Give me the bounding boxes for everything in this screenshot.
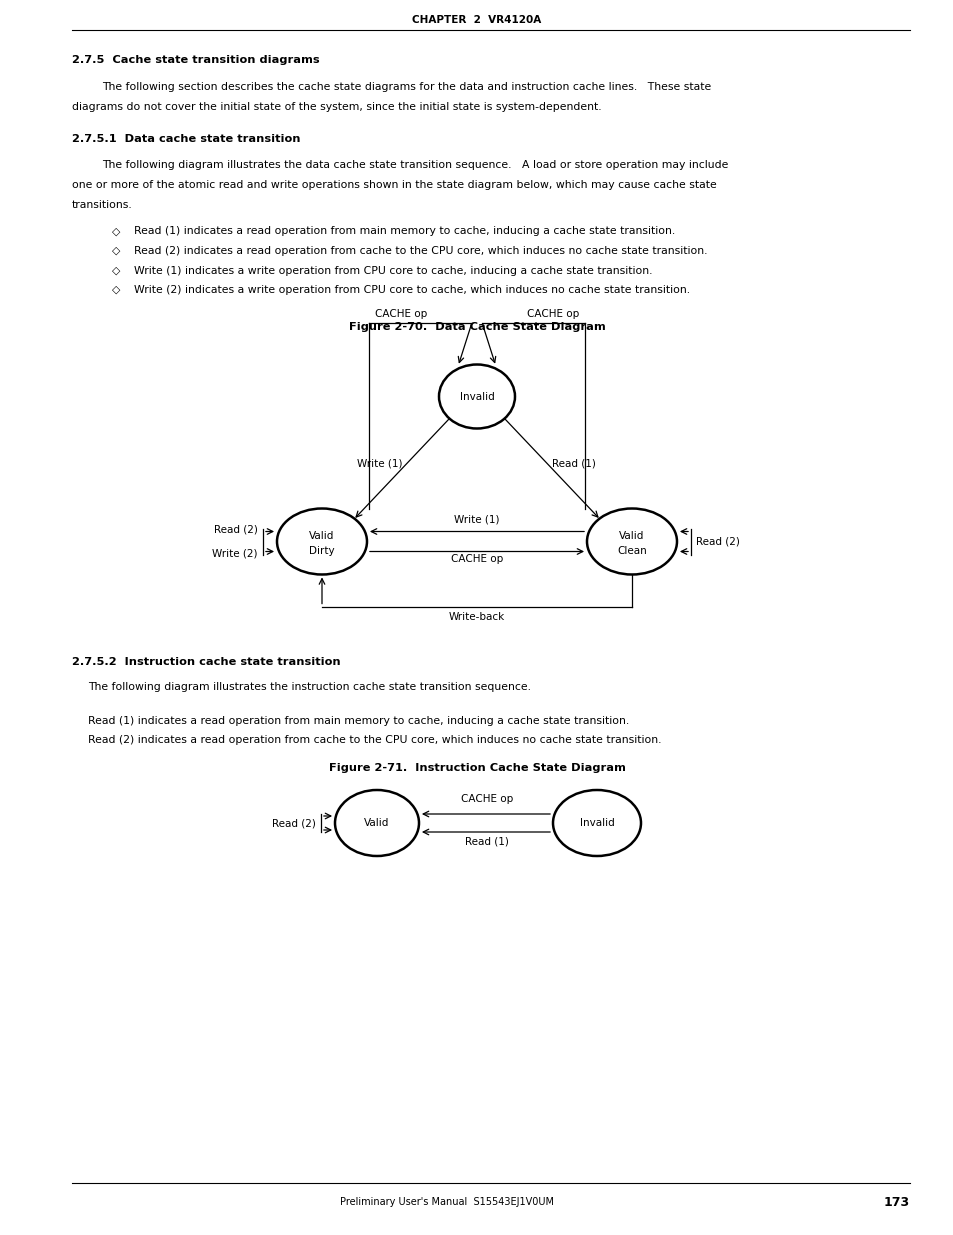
Ellipse shape xyxy=(553,790,640,856)
Text: Write (1) indicates a write operation from CPU core to cache, inducing a cache s: Write (1) indicates a write operation fr… xyxy=(133,266,652,275)
Ellipse shape xyxy=(276,509,367,574)
Text: 173: 173 xyxy=(882,1195,909,1209)
Text: diagrams do not cover the initial state of the system, since the initial state i: diagrams do not cover the initial state … xyxy=(71,101,601,111)
Text: Write-back: Write-back xyxy=(449,611,504,621)
Text: 2.7.5  Cache state transition diagrams: 2.7.5 Cache state transition diagrams xyxy=(71,56,319,65)
Text: Figure 2-70.  Data Cache State Diagram: Figure 2-70. Data Cache State Diagram xyxy=(348,321,605,331)
Text: Write (1): Write (1) xyxy=(454,515,499,525)
Text: Invalid: Invalid xyxy=(459,391,494,401)
Text: Read (1): Read (1) xyxy=(464,836,508,846)
Text: 2.7.5.1  Data cache state transition: 2.7.5.1 Data cache state transition xyxy=(71,135,300,144)
Text: Valid: Valid xyxy=(364,818,389,827)
Text: Read (2): Read (2) xyxy=(272,818,315,827)
Text: CACHE op: CACHE op xyxy=(451,555,502,564)
Text: Read (2): Read (2) xyxy=(696,536,740,547)
Text: ◇: ◇ xyxy=(112,226,120,236)
Ellipse shape xyxy=(586,509,677,574)
Text: transitions.: transitions. xyxy=(71,200,132,210)
Text: Read (2) indicates a read operation from cache to the CPU core, which induces no: Read (2) indicates a read operation from… xyxy=(133,246,707,256)
Text: ◇: ◇ xyxy=(112,246,120,256)
Text: Read (1) indicates a read operation from main memory to cache, inducing a cache : Read (1) indicates a read operation from… xyxy=(88,715,629,725)
Text: The following section describes the cache state diagrams for the data and instru: The following section describes the cach… xyxy=(102,82,711,91)
Text: Valid: Valid xyxy=(309,531,335,541)
Text: Dirty: Dirty xyxy=(309,547,335,557)
Text: ◇: ◇ xyxy=(112,266,120,275)
Text: Figure 2-71.  Instruction Cache State Diagram: Figure 2-71. Instruction Cache State Dia… xyxy=(328,763,625,773)
Text: Write (2): Write (2) xyxy=(213,548,257,558)
Text: Read (2) indicates a read operation from cache to the CPU core, which induces no: Read (2) indicates a read operation from… xyxy=(88,735,660,745)
Text: one or more of the atomic read and write operations shown in the state diagram b: one or more of the atomic read and write… xyxy=(71,180,716,190)
Text: The following diagram illustrates the data cache state transition sequence.   A : The following diagram illustrates the da… xyxy=(102,161,727,170)
Text: Write (1): Write (1) xyxy=(356,458,402,468)
Text: CACHE op: CACHE op xyxy=(526,309,578,319)
Text: Write (2) indicates a write operation from CPU core to cache, which induces no c: Write (2) indicates a write operation fr… xyxy=(133,285,689,295)
Text: ◇: ◇ xyxy=(112,285,120,295)
Ellipse shape xyxy=(335,790,418,856)
Text: Invalid: Invalid xyxy=(579,818,614,827)
Text: Read (1): Read (1) xyxy=(552,458,596,468)
Text: The following diagram illustrates the instruction cache state transition sequenc: The following diagram illustrates the in… xyxy=(88,683,531,693)
Text: Valid: Valid xyxy=(618,531,644,541)
Text: Preliminary User's Manual  S15543EJ1V0UM: Preliminary User's Manual S15543EJ1V0UM xyxy=(339,1197,554,1207)
Text: CACHE op: CACHE op xyxy=(375,309,427,319)
Text: Clean: Clean xyxy=(617,547,646,557)
Text: CACHE op: CACHE op xyxy=(460,794,513,804)
Text: Read (1) indicates a read operation from main memory to cache, inducing a cache : Read (1) indicates a read operation from… xyxy=(133,226,675,236)
Text: 2.7.5.2  Instruction cache state transition: 2.7.5.2 Instruction cache state transiti… xyxy=(71,657,340,667)
Ellipse shape xyxy=(438,364,515,429)
Text: Read (2): Read (2) xyxy=(213,525,257,535)
Text: CHAPTER  2  VR4120A: CHAPTER 2 VR4120A xyxy=(412,15,541,25)
